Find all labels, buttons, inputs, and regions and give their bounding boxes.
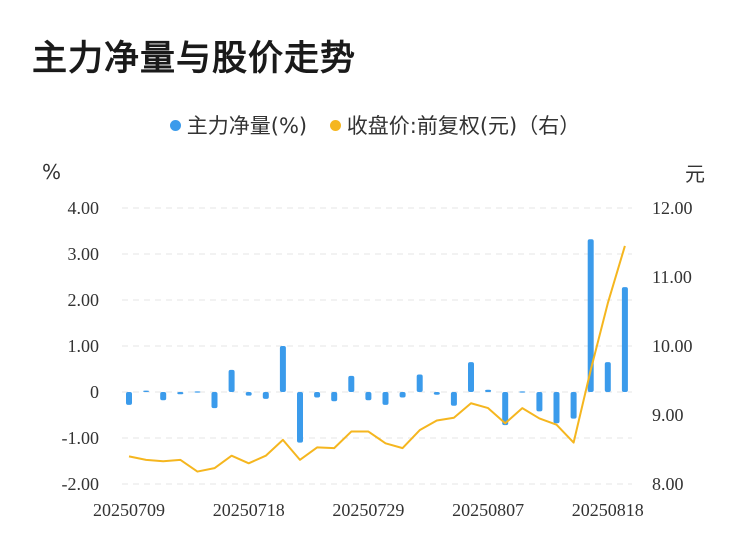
bar bbox=[365, 392, 372, 401]
chart-title: 主力净量与股价走势 bbox=[32, 39, 357, 79]
left-tick-label: 2.00 bbox=[68, 290, 100, 310]
right-tick-label: 8.00 bbox=[652, 474, 684, 494]
x-tick-label: 20250709 bbox=[93, 500, 165, 520]
bar bbox=[553, 392, 560, 424]
bar bbox=[450, 392, 457, 406]
bar bbox=[228, 369, 235, 392]
left-axis-unit: % bbox=[42, 160, 62, 184]
bar bbox=[126, 392, 132, 405]
legend: 主力净量(%) 收盘价:前复权(元)（右） bbox=[0, 110, 750, 140]
bar bbox=[519, 391, 526, 393]
bar bbox=[536, 392, 543, 412]
left-tick-label: 0 bbox=[90, 382, 99, 402]
bar bbox=[621, 287, 628, 392]
bar bbox=[382, 392, 389, 405]
bar bbox=[416, 374, 423, 392]
bar bbox=[348, 375, 355, 392]
bar bbox=[262, 392, 269, 399]
legend-line-marker-icon bbox=[329, 119, 341, 131]
right-tick-label: 11.00 bbox=[652, 267, 692, 287]
legend-item-line[interactable]: 收盘价:前复权(元)（右） bbox=[329, 110, 581, 140]
right-tick-label: 9.00 bbox=[652, 405, 684, 425]
left-tick-label: 1.00 bbox=[68, 336, 100, 356]
x-tick-label: 20250729 bbox=[332, 500, 404, 520]
left-tick-label: 3.00 bbox=[68, 244, 100, 264]
left-tick-label: -1.00 bbox=[62, 428, 100, 448]
legend-bar-marker-icon bbox=[169, 119, 181, 131]
legend-bar-label: 主力净量(%) bbox=[186, 114, 308, 138]
bar bbox=[399, 392, 406, 398]
bar bbox=[502, 392, 509, 426]
bar bbox=[211, 392, 218, 409]
x-tick-label: 20250818 bbox=[572, 500, 644, 520]
bar bbox=[194, 391, 201, 393]
right-tick-label: 12.00 bbox=[652, 198, 693, 218]
right-tick-label: 10.00 bbox=[652, 336, 693, 356]
bar bbox=[570, 392, 577, 419]
bar bbox=[143, 390, 150, 392]
x-tick-label: 20250807 bbox=[452, 500, 524, 520]
x-tick-label: 20250718 bbox=[213, 500, 285, 520]
bar bbox=[604, 362, 611, 392]
bar bbox=[314, 392, 321, 398]
left-tick-label: -2.00 bbox=[62, 474, 100, 494]
bar bbox=[468, 362, 474, 392]
left-tick-label: 4.00 bbox=[68, 198, 100, 218]
legend-item-bar[interactable]: 主力净量(%) bbox=[169, 110, 308, 140]
bar bbox=[587, 239, 594, 392]
bar bbox=[433, 392, 440, 395]
bar bbox=[160, 392, 167, 401]
bar bbox=[177, 392, 184, 395]
right-axis-unit: 元 bbox=[685, 162, 705, 186]
bar bbox=[245, 392, 252, 396]
legend-line-label: 收盘价:前复权(元)（右） bbox=[346, 114, 581, 138]
bar bbox=[297, 392, 303, 443]
price-line bbox=[128, 245, 626, 473]
bar bbox=[279, 346, 286, 392]
bar bbox=[485, 389, 492, 392]
bar bbox=[331, 392, 338, 402]
